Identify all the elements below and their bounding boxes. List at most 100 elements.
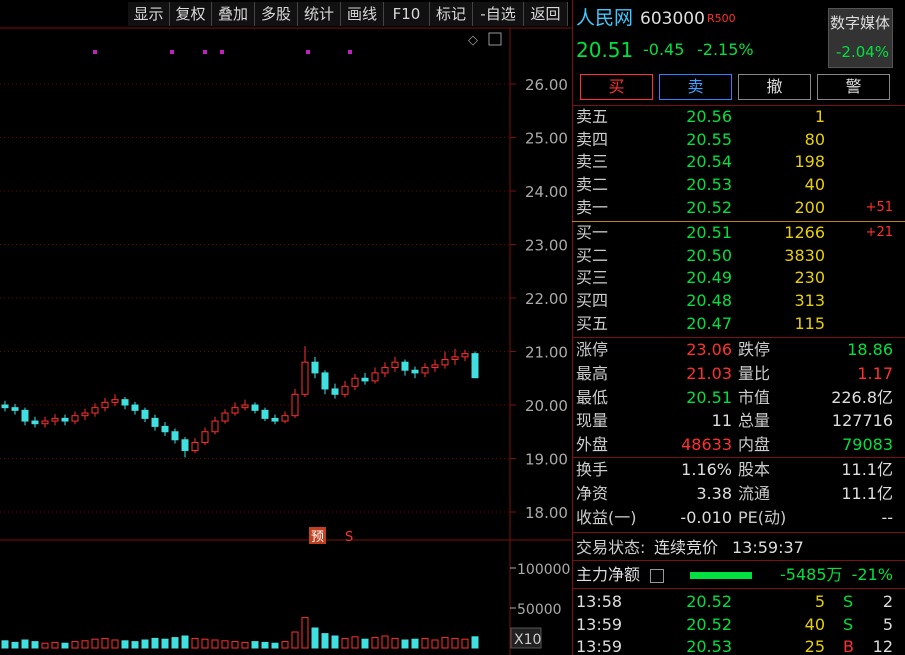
tick-side: S: [843, 592, 854, 611]
value: --: [881, 507, 893, 527]
y-tick-label: 100000: [517, 562, 570, 578]
flow-bar: [690, 572, 752, 579]
toolbar-button[interactable]: 统计: [298, 2, 341, 26]
volume-bar: [401, 639, 409, 649]
order-volume: 1: [814, 107, 825, 126]
volume-bar: [201, 638, 209, 649]
y-tick-label: 50000: [517, 602, 562, 618]
y-tick-label: 26.00: [525, 76, 568, 94]
value: 226.8亿: [831, 387, 893, 407]
value: 23.06: [686, 340, 732, 359]
volume-bar: [71, 641, 79, 649]
candle-body: [51, 417, 59, 422]
stock-code: 603000: [640, 9, 705, 29]
stock-name: 人民网: [576, 7, 634, 29]
trade-button[interactable]: 买: [580, 74, 653, 100]
volume-bar: [41, 642, 49, 649]
label: 最低: [576, 387, 609, 407]
label: 内盘: [738, 435, 771, 455]
candle-body: [61, 417, 69, 422]
volume-bar: [331, 635, 339, 649]
y-tick-label: 19.00: [525, 451, 568, 469]
candle-body: [221, 412, 229, 422]
trade-button[interactable]: 撤: [738, 74, 811, 100]
value: 11.1亿: [841, 460, 893, 479]
value: 21.03: [686, 363, 732, 383]
order-price: 20.54: [686, 152, 732, 172]
volume-bar: [231, 641, 239, 649]
volume-bar: [31, 641, 39, 649]
volume-bar: [361, 638, 369, 649]
volume-bar: [171, 637, 179, 649]
status-time: 13:59:37: [732, 538, 804, 557]
tick-price: 20.52: [686, 614, 732, 634]
toolbar-button[interactable]: 显示: [128, 2, 170, 26]
sector-box: [828, 8, 893, 68]
trade-button[interactable]: 卖: [659, 74, 732, 100]
volume-bar: [11, 641, 19, 649]
order-volume: 200: [794, 197, 825, 217]
label: 总量: [738, 411, 771, 431]
candle-body: [171, 431, 179, 441]
separator: [572, 105, 905, 106]
scale-box: [510, 627, 542, 649]
kline-chart: ◇ 26.00 25.00 24.00 23.00 22.00 21.00 20.00 19.0…: [0, 27, 572, 655]
volume-bar: [431, 639, 439, 649]
label: 跌停: [738, 340, 771, 359]
marker-box: [309, 527, 326, 544]
label: 卖五: [576, 107, 609, 126]
candle-body: [121, 399, 129, 406]
y-tick-label: 21.00: [525, 344, 568, 362]
scale-label: X10: [514, 632, 541, 648]
volume-bar: [101, 637, 109, 649]
tick-volume: 40: [804, 614, 825, 634]
candle-body: [41, 420, 49, 425]
separator: [572, 221, 905, 222]
candle-body: [181, 439, 189, 451]
toolbar-button[interactable]: 返回: [524, 2, 568, 26]
volume-bar: [141, 639, 149, 649]
marker-dot: [220, 50, 224, 54]
volume-bar: [21, 639, 29, 649]
toolbar-button[interactable]: 画线: [341, 2, 384, 26]
separator: [572, 457, 905, 458]
volume-bar: [61, 642, 69, 649]
order-volume: 313: [794, 291, 825, 311]
y-tick-label: 23.00: [525, 237, 568, 255]
volume-bar: [391, 637, 399, 649]
candle-body: [91, 407, 99, 414]
toolbar-button[interactable]: -自选: [473, 2, 524, 26]
toolbar-button[interactable]: 多股: [255, 2, 298, 26]
volume-bar: [251, 641, 259, 649]
label: 卖三: [576, 152, 609, 172]
tick-count: 12: [872, 637, 893, 655]
volume-bar: [131, 641, 139, 649]
trade-button[interactable]: 警: [817, 74, 890, 100]
tick-count: 5: [882, 614, 893, 634]
candle-body: [71, 415, 79, 422]
candle-body: [391, 361, 399, 369]
value: 18.86: [847, 340, 893, 359]
volume-bar: [281, 641, 289, 649]
y-tick-label: 25.00: [525, 130, 568, 148]
candle-body: [361, 377, 369, 382]
tick-time: 13:58: [576, 592, 623, 611]
volume-bar: [321, 633, 329, 649]
toolbar-button[interactable]: 标记: [430, 2, 473, 26]
candle-body: [411, 369, 419, 374]
toolbar-button[interactable]: F10: [384, 2, 430, 26]
toolbar-button[interactable]: 叠加: [212, 2, 255, 26]
candle-body: [291, 393, 299, 417]
candle-body: [141, 409, 149, 419]
flow-label: 主力净额: [576, 565, 641, 584]
volume-bar: [161, 638, 169, 649]
label: 市值: [738, 387, 771, 407]
tick-price: 20.52: [686, 592, 732, 611]
candle-body: [11, 407, 19, 411]
toolbar-button[interactable]: 复权: [170, 2, 212, 26]
y-tick-label: 22.00: [525, 290, 568, 308]
tick-volume: 5: [814, 592, 825, 611]
label: 卖一: [576, 197, 609, 217]
candle-body: [31, 420, 39, 425]
value: 1.17: [857, 363, 893, 383]
